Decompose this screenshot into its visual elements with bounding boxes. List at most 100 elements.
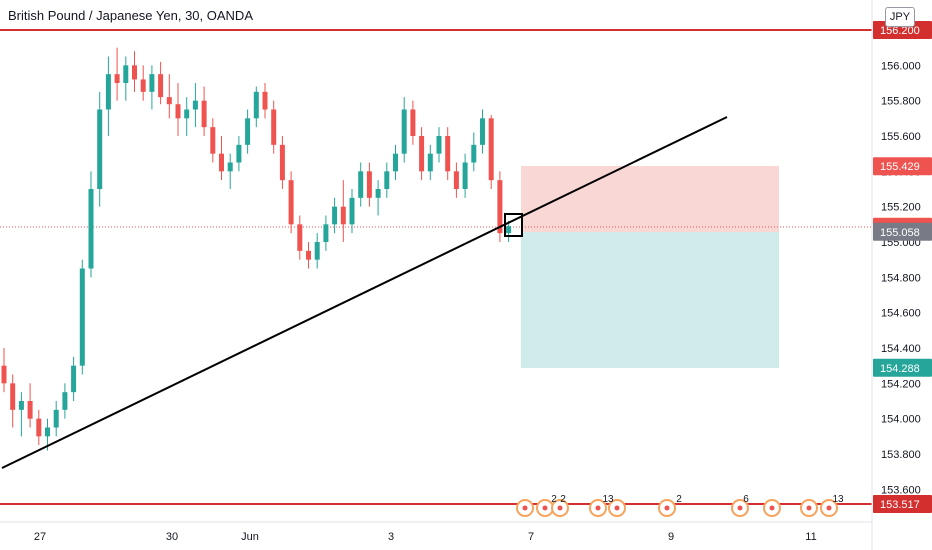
candle-body (27, 401, 33, 419)
candle-body (358, 171, 364, 198)
event-dot (595, 505, 601, 511)
price-label: 153.517 (880, 499, 920, 511)
event-markers[interactable]: 2 2 13 2 6 13 (516, 494, 844, 517)
candle-body (88, 189, 94, 269)
candle-body (149, 74, 155, 92)
x-tick-label: 27 (34, 531, 46, 543)
candle-body (97, 109, 103, 190)
candle-body (497, 180, 503, 234)
candle-body (436, 136, 442, 154)
candle-body (314, 242, 320, 260)
candle-body (210, 127, 216, 154)
y-tick-label: 156.000 (881, 60, 921, 72)
candle-body (53, 409, 59, 428)
highlight-box[interactable] (504, 213, 523, 237)
y-tick-label: 154.800 (881, 272, 921, 284)
candle-body (236, 144, 242, 163)
candle-body (18, 401, 24, 410)
candle-body (201, 100, 207, 128)
event-dot (542, 505, 548, 511)
candle-body (158, 74, 164, 98)
event-count: 6 (743, 494, 749, 505)
candles-group (1, 47, 512, 451)
symbol-title[interactable]: British Pound / Japanese Yen, 30, OANDA (8, 8, 253, 23)
price-label: 154.288 (880, 363, 920, 375)
y-tick-label: 153.800 (881, 449, 921, 461)
candle-body (10, 383, 16, 410)
candle-body (279, 144, 285, 181)
x-tick-label: 11 (805, 531, 816, 543)
candle-body (366, 171, 372, 198)
trendline[interactable] (1, 116, 728, 469)
candle-body (297, 224, 303, 251)
event-dot (826, 505, 832, 511)
candle-body (262, 91, 268, 110)
candle-body (105, 74, 111, 110)
candle-body (384, 171, 390, 190)
candle-body (1, 365, 7, 384)
x-tick-label: 30 (166, 531, 178, 543)
x-tick-label: Jun (241, 531, 259, 543)
candle-body (184, 109, 190, 119)
plot-area[interactable]: 2 2 13 2 6 13 (0, 29, 872, 517)
event-count: 2 (676, 494, 682, 505)
event-count: 13 (602, 494, 614, 505)
candle-body (71, 365, 77, 393)
price-label: 155.058 (880, 227, 920, 239)
candle-body (393, 153, 398, 172)
candle-body (332, 206, 338, 225)
candle-body (175, 104, 181, 119)
candle-body (375, 189, 381, 198)
event-dot (522, 505, 528, 511)
event-count: 2 (551, 494, 557, 505)
candle-body (192, 100, 198, 110)
price-label-bg (873, 157, 932, 176)
price-label-bg (873, 358, 932, 377)
price-label: 155.429 (880, 161, 920, 173)
y-tick-label: 153.600 (881, 484, 921, 496)
event-dot (737, 505, 743, 511)
candle-body (427, 153, 433, 172)
y-tick-label: 154.400 (881, 343, 921, 355)
candle-body (410, 109, 416, 137)
time-scale[interactable]: 27 30 Jun 3 7 9 11 (34, 531, 817, 543)
y-tick-label: 154.600 (881, 308, 921, 320)
stop-loss-zone[interactable] (521, 166, 779, 232)
event-dot (664, 505, 670, 511)
y-tick-label: 155.200 (881, 202, 921, 214)
price-label: 156.200 (880, 25, 920, 37)
price-label-bg (873, 222, 932, 241)
y-tick-label: 154.200 (881, 378, 921, 390)
event-dot (806, 505, 812, 511)
candle-body (488, 118, 494, 181)
candle-body (340, 206, 346, 225)
take-profit-zone[interactable] (521, 232, 779, 368)
candle-body (62, 392, 68, 410)
candle-body (288, 180, 294, 225)
x-tick-label: 9 (668, 531, 674, 543)
candle-body (227, 162, 233, 172)
candle-body (271, 109, 277, 145)
candle-body (506, 226, 512, 234)
currency-badge[interactable]: JPY (885, 7, 915, 27)
candle-body (45, 427, 50, 437)
y-tick-label: 154.000 (881, 414, 921, 426)
candle-body (453, 171, 459, 190)
price-scale[interactable]: 156.000155.800155.600155.400155.200155.0… (881, 60, 921, 496)
candle-body (253, 91, 259, 119)
candle-body (471, 144, 477, 163)
candle-body (419, 136, 425, 172)
candle-body (36, 418, 42, 437)
candle-body (349, 197, 355, 225)
candle-body (323, 224, 329, 243)
x-tick-label: 7 (528, 531, 534, 543)
y-tick-label: 155.600 (881, 131, 921, 143)
candle-body (480, 118, 485, 145)
event-count: 13 (832, 494, 844, 505)
candle-body (445, 136, 451, 172)
event-dot (557, 505, 563, 511)
event-dot (614, 505, 620, 511)
candle-body (123, 65, 129, 84)
price-labels: 156.200155.429155.086155.058154.288153.5… (873, 21, 932, 513)
